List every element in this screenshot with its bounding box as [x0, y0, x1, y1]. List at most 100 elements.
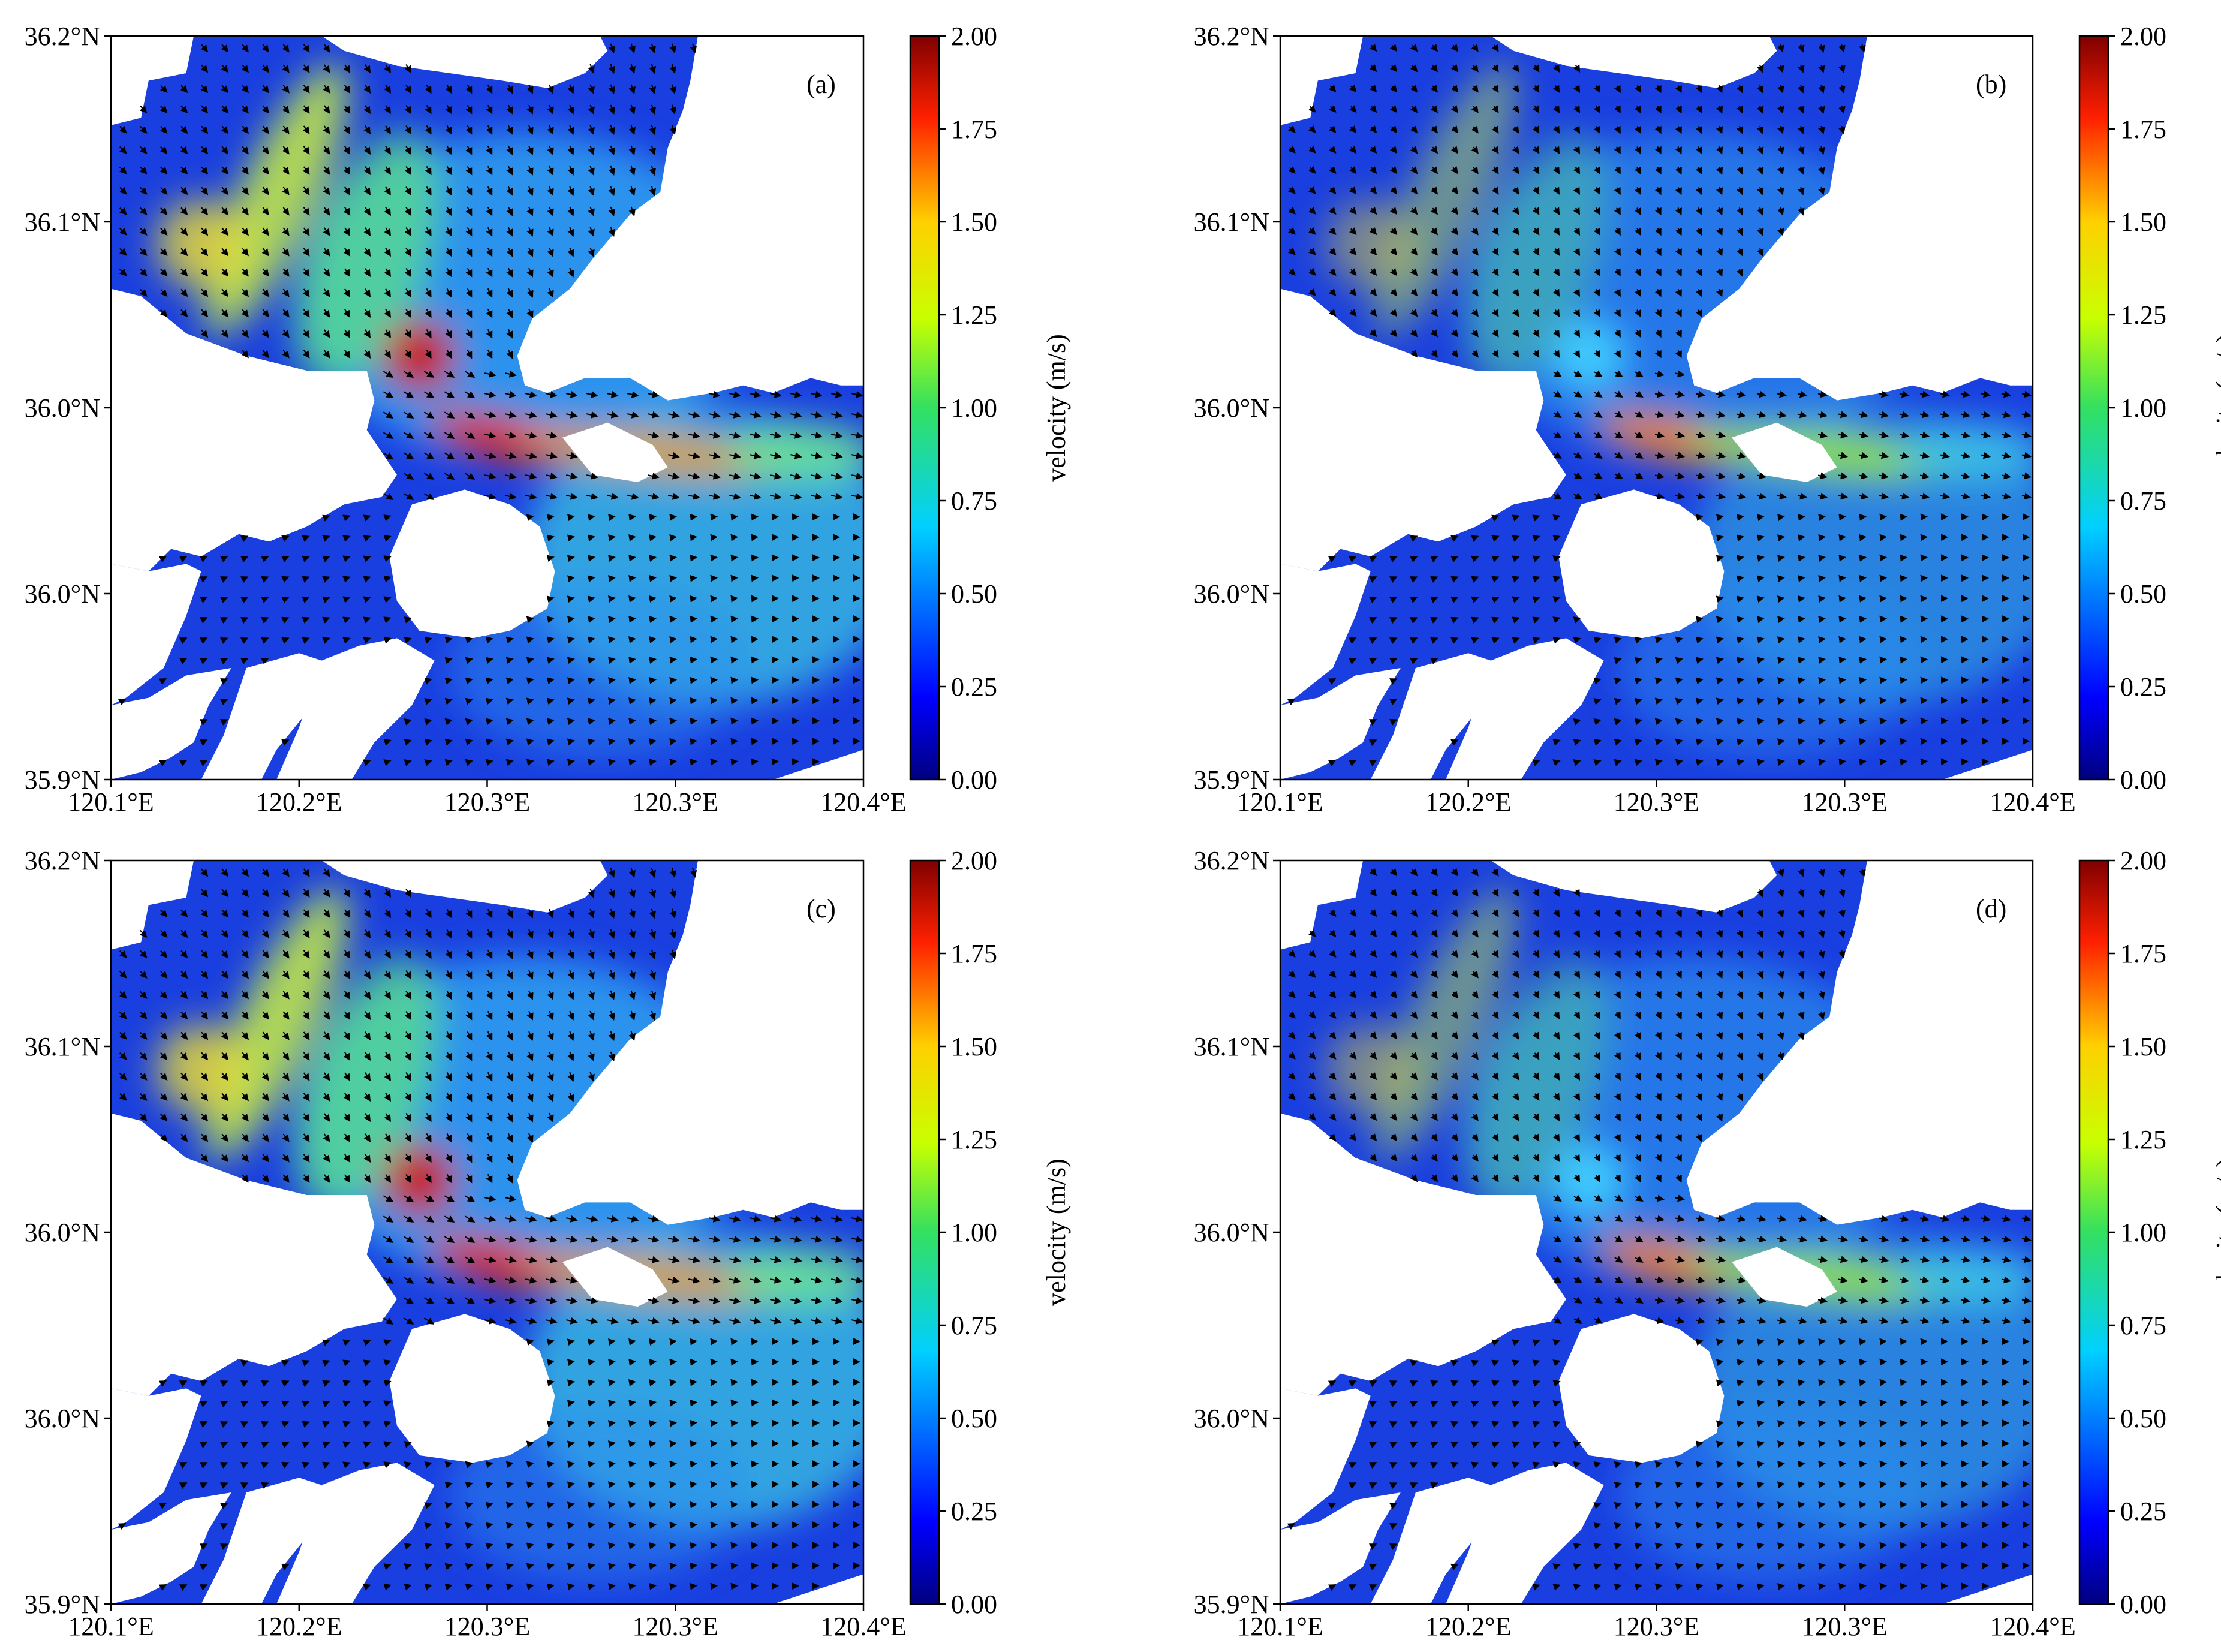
land-polygon — [276, 1463, 435, 1604]
land-polygon — [111, 1388, 201, 1530]
y-tick-label: 36.1°N — [25, 207, 100, 237]
colorbar-label: velocity (m/s) — [1042, 1158, 1071, 1306]
land-polygon — [1732, 422, 1837, 482]
colorbar-tick-label: 1.00 — [2120, 393, 2166, 423]
panel-b: (b) 120.1°E 120.2°E 120.3°E 120.3°E 120.4°E 36… — [1194, 22, 2221, 817]
colorbar-tick-label: 0.75 — [951, 1311, 997, 1340]
y-tick-label: 36.0°N — [1194, 1218, 1269, 1247]
land-polygon — [1280, 860, 1364, 950]
y-tick-label: 35.9°N — [25, 1590, 100, 1619]
panel-c: (c) 120.1°E 120.2°E 120.3°E 120.3°E 120.4°E 36… — [25, 846, 1071, 1641]
y-tick-label: 36.1°N — [25, 1032, 100, 1061]
y-tick-label: 36.2°N — [25, 22, 100, 51]
land-polygon — [1732, 1247, 1837, 1307]
x-tick-label: 120.1°E — [1237, 1612, 1323, 1641]
land-polygon — [1686, 860, 2033, 1225]
x-tick-label: 120.4°E — [820, 787, 906, 817]
colorbar-tick-label: 1.25 — [2120, 300, 2166, 330]
colorbar-b: 0.00 0.25 0.50 0.75 1.00 1.25 1.50 1.75 2.00 velo… — [2078, 22, 2221, 795]
colorbar-tick-label: 2.00 — [2120, 22, 2166, 51]
land-polygon — [111, 564, 201, 705]
x-tick-label: 120.3°E — [1614, 1612, 1699, 1641]
x-tick-label: 120.3°E — [633, 1612, 718, 1641]
y-tick-label: 35.9°N — [1194, 1590, 1269, 1619]
x-tick-label: 120.2°E — [1425, 1612, 1511, 1641]
colorbar-tick-label: 1.50 — [2120, 1032, 2166, 1061]
panel-label-c: (c) — [806, 894, 836, 923]
colorbar-tick-label: 1.00 — [951, 393, 997, 423]
colorbar-label: velocity (m/s) — [1042, 334, 1071, 482]
panel-d: (d) 120.1°E 120.2°E 120.3°E 120.3°E 120.4°E 36… — [1194, 846, 2221, 1641]
colorbar-tick-label: 0.00 — [951, 765, 997, 795]
land-polygon — [111, 288, 397, 571]
land-polygon — [1280, 1388, 1371, 1530]
land-polygon — [1446, 638, 1604, 780]
land-polygon — [1558, 1314, 1725, 1463]
land-polygon — [111, 1113, 397, 1396]
x-tick-label: 120.1°E — [1237, 787, 1323, 817]
land-polygon — [1558, 489, 1725, 639]
panel-label-b: (b) — [1976, 70, 2006, 99]
colorbar-c: 0.00 0.25 0.50 0.75 1.00 1.25 1.50 1.75 2.00 velo… — [909, 846, 1071, 1619]
colorbar-tick-label: 0.25 — [951, 672, 997, 702]
velocity-vectors — [118, 43, 863, 767]
land-mask — [1280, 860, 2033, 1604]
y-tick-label: 35.9°N — [1194, 765, 1269, 795]
land-polygon — [1491, 36, 1777, 88]
colorbar-tick-label: 0.25 — [2120, 1497, 2166, 1526]
colorbar-tick-label: 2.00 — [2120, 846, 2166, 875]
land-polygon — [1280, 564, 1371, 705]
colorbar-tick-label: 1.25 — [951, 300, 997, 330]
y-tick-label: 36.0°N — [25, 393, 100, 423]
colorbar-label: velocity (m/s) — [2211, 334, 2221, 482]
colorbar-tick-label: 0.50 — [951, 1404, 997, 1433]
x-tick-label: 120.3°E — [1614, 787, 1699, 817]
colorbar-tick-label: 2.00 — [951, 846, 997, 875]
land-polygon — [517, 860, 863, 1225]
x-tick-label: 120.4°E — [1990, 787, 2075, 817]
colorbar-tick-label: 0.25 — [951, 1497, 997, 1526]
colorbar-tick-label: 0.50 — [951, 579, 997, 609]
land-polygon — [1942, 750, 2033, 780]
x-tick-label: 120.2°E — [1425, 787, 1511, 817]
y-tick-label: 35.9°N — [25, 765, 100, 795]
colorbar-tick-label: 2.00 — [951, 22, 997, 51]
land-polygon — [562, 1247, 668, 1307]
y-tick-label: 36.0°N — [1194, 1404, 1269, 1433]
colorbar-d: 0.00 0.25 0.50 0.75 1.00 1.25 1.50 1.75 2.00 velo… — [2078, 846, 2221, 1619]
velocity-vectors — [118, 868, 863, 1591]
x-tick-label: 120.3°E — [444, 1612, 530, 1641]
panel-label-a: (a) — [806, 70, 836, 99]
y-tick-label: 36.1°N — [1194, 207, 1269, 237]
colorbar-tick-label: 1.50 — [951, 1032, 997, 1061]
land-polygon — [1280, 1492, 1401, 1604]
land-polygon — [773, 750, 863, 780]
x-tick-label: 120.3°E — [1802, 787, 1888, 817]
land-polygon — [201, 1478, 322, 1604]
land-polygon — [111, 36, 194, 125]
x-tick-label: 120.3°E — [1802, 1612, 1888, 1641]
land-polygon — [321, 860, 608, 913]
x-tick-label: 120.3°E — [444, 787, 530, 817]
land-mask — [1280, 36, 2033, 780]
colorbar-tick-label: 0.25 — [2120, 672, 2166, 702]
land-polygon — [517, 36, 863, 401]
y-tick-label: 36.2°N — [1194, 22, 1269, 51]
x-tick-label: 120.1°E — [68, 787, 154, 817]
colorbar-tick-label: 0.50 — [2120, 579, 2166, 609]
colorbar-tick-label: 1.00 — [2120, 1218, 2166, 1247]
land-polygon — [1686, 36, 2033, 401]
land-polygon — [1280, 288, 1566, 571]
land-polygon — [1446, 1463, 1604, 1604]
land-polygon — [111, 1492, 231, 1604]
colorbar-label: velocity (m/s) — [2211, 1158, 2221, 1306]
land-polygon — [1370, 1478, 1491, 1604]
velocity-vectors — [1287, 868, 2032, 1591]
x-tick-label: 120.4°E — [1990, 1612, 2075, 1641]
y-tick-label: 36.0°N — [25, 579, 100, 609]
y-tick-label: 36.0°N — [1194, 579, 1269, 609]
land-polygon — [321, 36, 608, 88]
colorbar-tick-label: 0.50 — [2120, 1404, 2166, 1433]
colorbar-a: 0.00 0.25 0.50 0.75 1.00 1.25 1.50 1.75 2.00 velo… — [909, 22, 1071, 795]
